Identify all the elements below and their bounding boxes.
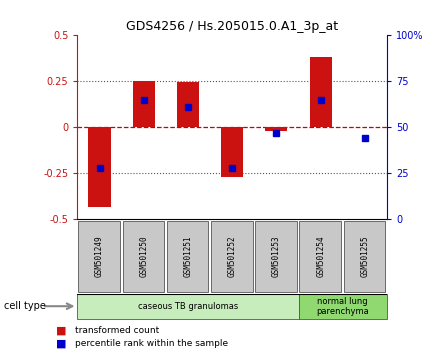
- Text: GSM501255: GSM501255: [360, 236, 369, 278]
- Bar: [133, 81, 155, 127]
- FancyBboxPatch shape: [78, 221, 120, 292]
- Text: ■: ■: [56, 326, 66, 336]
- Text: GSM501254: GSM501254: [316, 236, 325, 278]
- Text: caseous TB granulomas: caseous TB granulomas: [138, 302, 238, 311]
- FancyBboxPatch shape: [298, 294, 387, 319]
- Text: transformed count: transformed count: [75, 326, 160, 336]
- Bar: [89, 127, 111, 207]
- FancyBboxPatch shape: [123, 221, 164, 292]
- FancyBboxPatch shape: [77, 294, 298, 319]
- Text: normal lung
parenchyma: normal lung parenchyma: [316, 297, 369, 316]
- Text: GSM501253: GSM501253: [272, 236, 281, 278]
- Text: GSM501251: GSM501251: [184, 236, 193, 278]
- FancyBboxPatch shape: [211, 221, 252, 292]
- FancyBboxPatch shape: [167, 221, 208, 292]
- Title: GDS4256 / Hs.205015.0.A1_3p_at: GDS4256 / Hs.205015.0.A1_3p_at: [126, 20, 338, 33]
- FancyBboxPatch shape: [255, 221, 297, 292]
- FancyBboxPatch shape: [299, 221, 341, 292]
- Text: cell type: cell type: [4, 301, 46, 311]
- Text: percentile rank within the sample: percentile rank within the sample: [75, 339, 228, 348]
- Bar: [221, 127, 243, 177]
- Text: GSM501249: GSM501249: [95, 236, 104, 278]
- Bar: [310, 57, 332, 127]
- Text: ■: ■: [56, 338, 66, 348]
- Bar: [265, 127, 288, 131]
- Text: GSM501252: GSM501252: [228, 236, 236, 278]
- Text: GSM501250: GSM501250: [139, 236, 148, 278]
- FancyBboxPatch shape: [344, 221, 385, 292]
- Bar: [177, 82, 199, 127]
